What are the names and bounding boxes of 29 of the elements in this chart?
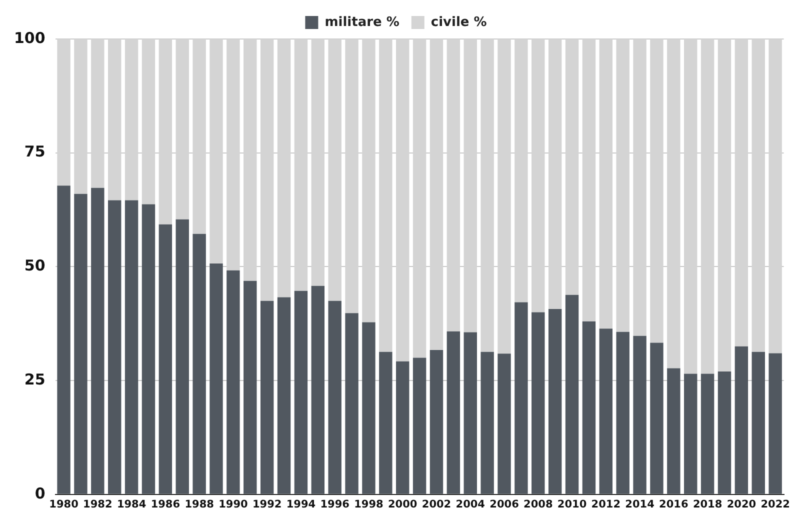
y-tick-label: 75 [24,142,46,161]
legend-label: militare % [324,14,400,30]
x-tick-label: 1998 [354,498,384,510]
x-tick-label: 2000 [388,498,418,510]
y-tick-label: 50 [24,256,46,275]
x-tick-label: 1982 [83,498,112,510]
y-tick-label: 25 [24,370,46,388]
x-tick-label: 2006 [490,498,519,510]
x-tick-label: 1980 [49,498,78,510]
x-tick-label: 1986 [150,498,180,510]
y-tick-label: 0 [34,484,46,502]
x-tick-label: 1984 [116,498,146,510]
x-tick-label: 2002 [422,498,452,510]
x-tick-label: 1992 [252,498,282,510]
x-tick-label: 2010 [557,498,587,510]
x-tick-label: 2008 [524,498,553,510]
y-tick-label: 100 [14,28,46,47]
x-tick-label: 2020 [726,498,756,510]
x-tick-label: 2012 [591,498,621,510]
x-tick-label: 2014 [625,498,654,510]
x-tick-label: 1996 [320,498,350,510]
x-tick-label: 1994 [286,498,316,510]
x-tick-label: 2022 [760,498,790,510]
legend-label: civile % [430,14,487,30]
x-tick-label: 2004 [456,498,485,510]
x-tick-label: 1988 [184,498,214,510]
x-tick-label: 2016 [659,498,688,510]
x-tick-label: 1990 [218,498,248,510]
x-tick-label: 2018 [692,498,722,510]
